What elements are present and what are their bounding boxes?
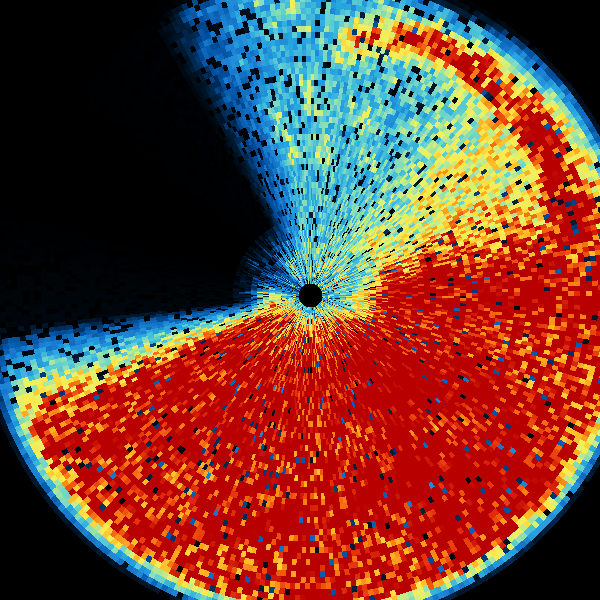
radar-display (0, 0, 600, 600)
radar-ppi-canvas (0, 0, 600, 600)
